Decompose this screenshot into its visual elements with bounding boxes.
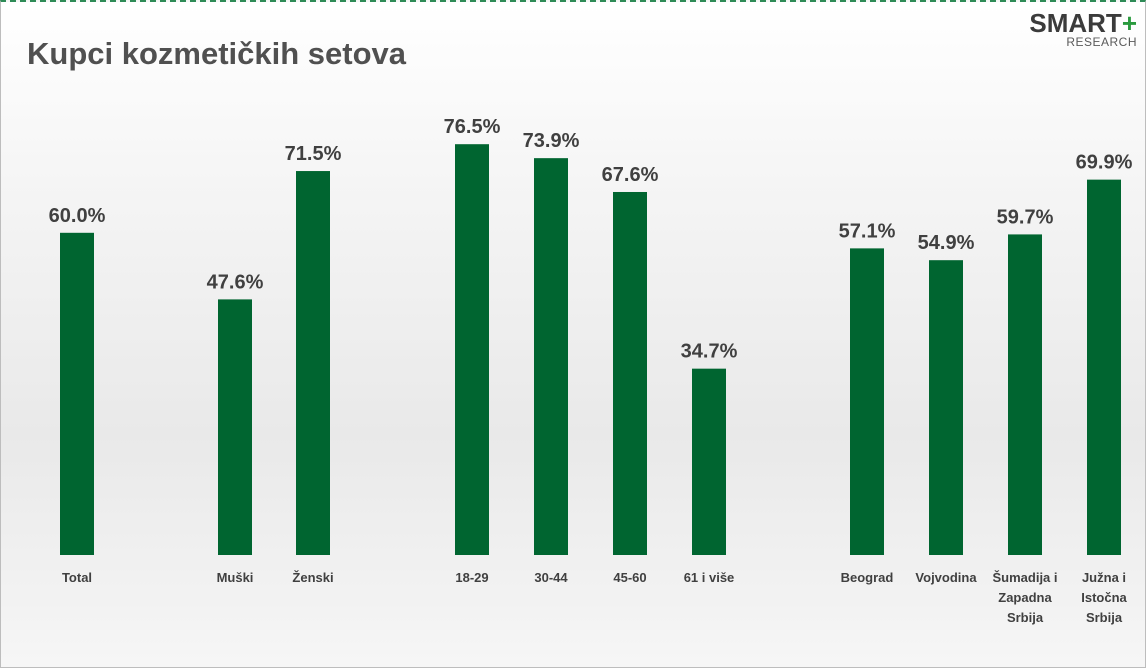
- category-label-6: 61 i više: [684, 570, 735, 585]
- category-label-line: Južna i: [1082, 570, 1126, 585]
- bar-10: [1087, 179, 1121, 555]
- bar-6: [692, 368, 726, 555]
- category-label-2: Ženski: [292, 570, 333, 585]
- chart-title: Kupci kozmetičkih setova: [27, 36, 407, 71]
- category-label-line: Beograd: [841, 570, 894, 585]
- logo-subtitle: RESEARCH: [1066, 35, 1137, 49]
- category-label-10: Južna i Istočna Srbija: [1081, 570, 1127, 625]
- data-label-9: 59.7%: [997, 206, 1054, 228]
- category-label-line: 61 i više: [684, 570, 735, 585]
- category-label-1: Muški: [217, 570, 254, 585]
- data-label-0: 60.0%: [49, 205, 106, 227]
- category-label-line: Zapadna: [998, 590, 1052, 605]
- bar-7: [850, 248, 884, 556]
- data-label-8: 54.9%: [918, 232, 975, 254]
- category-label-3: 18-29: [455, 570, 488, 585]
- bar-3: [455, 144, 489, 555]
- category-label-9: Šumadija i Zapadna Srbija: [992, 570, 1057, 625]
- bar-8: [929, 260, 963, 555]
- category-label-5: 45-60: [613, 570, 646, 585]
- category-label-line: Total: [62, 570, 92, 585]
- category-label-line: 18-29: [455, 570, 488, 585]
- data-label-10: 69.9%: [1076, 152, 1133, 174]
- data-label-4: 73.9%: [523, 130, 580, 152]
- category-label-line: Šumadija i: [992, 570, 1057, 585]
- category-label-line: Ženski: [292, 570, 333, 585]
- logo-plus-icon: +: [1121, 8, 1137, 38]
- category-label-line: 30-44: [534, 570, 568, 585]
- category-label-line: Muški: [217, 570, 254, 585]
- smart-research-logo: SMART+ RESEARCH: [997, 8, 1137, 49]
- category-label-4: 30-44: [534, 570, 568, 585]
- bar-1: [218, 299, 252, 555]
- data-label-7: 57.1%: [839, 220, 896, 242]
- data-label-3: 76.5%: [444, 116, 501, 138]
- data-label-5: 67.6%: [602, 164, 659, 186]
- logo-main-text: SMART: [1029, 8, 1122, 38]
- category-label-line: Srbija: [1086, 610, 1123, 625]
- category-label-line: Istočna: [1081, 590, 1127, 605]
- data-label-6: 34.7%: [681, 341, 738, 363]
- category-label-line: Vojvodina: [915, 570, 977, 585]
- category-label-line: Srbija: [1007, 610, 1044, 625]
- data-label-2: 71.5%: [285, 143, 342, 165]
- category-label-7: Beograd: [841, 570, 894, 585]
- bar-9: [1008, 234, 1042, 555]
- bar-2: [296, 171, 330, 556]
- category-label-line: 45-60: [613, 570, 646, 585]
- bar-5: [613, 191, 647, 555]
- bar-0: [60, 232, 94, 556]
- category-label-8: Vojvodina: [915, 570, 977, 585]
- bar-4: [534, 158, 568, 556]
- category-label-0: Total: [62, 570, 92, 585]
- data-label-1: 47.6%: [207, 271, 264, 293]
- logo-wordmark: SMART+: [997, 8, 1137, 38]
